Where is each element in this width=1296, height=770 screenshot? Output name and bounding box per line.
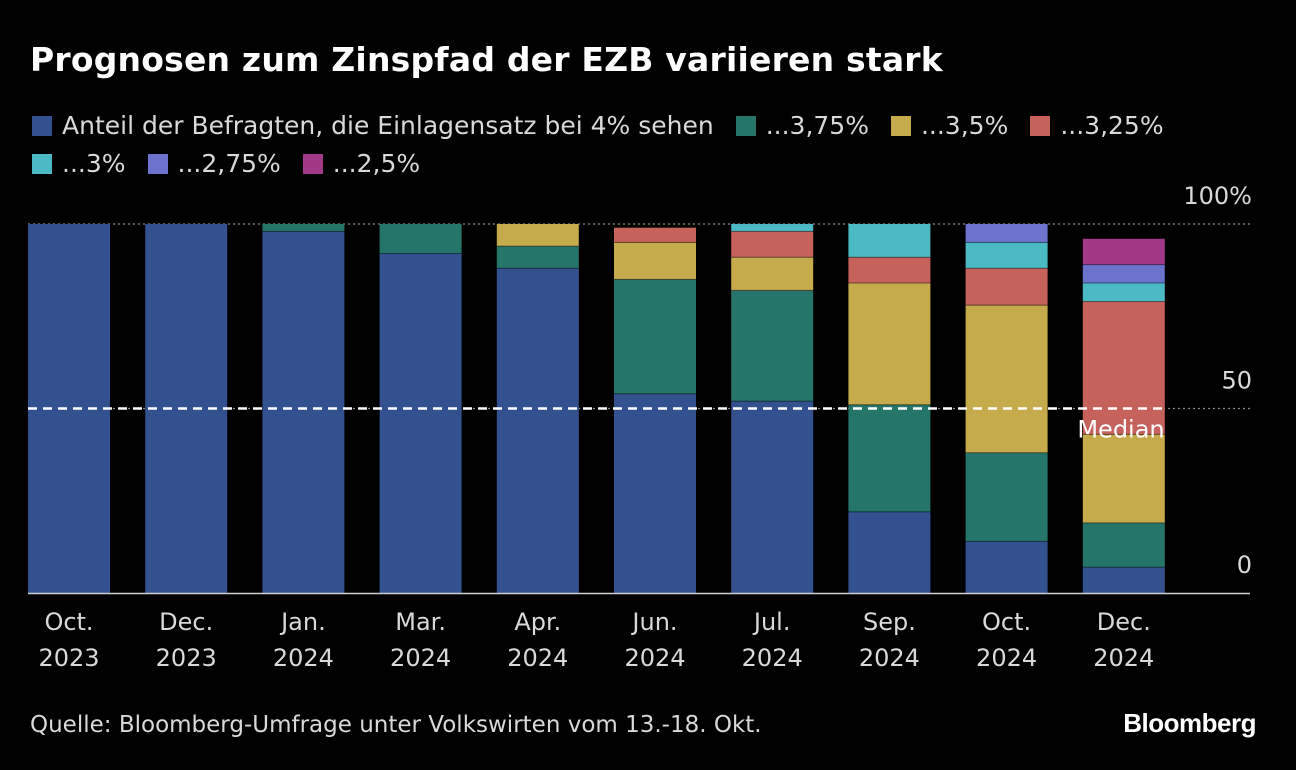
bar-segment: [731, 401, 814, 593]
source-note: Quelle: Bloomberg-Umfrage unter Volkswir…: [30, 712, 762, 738]
x-tick-label: 2024: [624, 644, 685, 672]
x-tick-label: 2024: [1093, 644, 1154, 672]
bar-segment: [965, 268, 1048, 306]
legend-label: ...3,25%: [1060, 111, 1164, 140]
legend-swatch: [32, 154, 52, 174]
bar-segment: [1082, 238, 1165, 265]
bar-segment: [848, 224, 931, 258]
bar-segment: [1082, 522, 1165, 568]
legend-swatch: [890, 116, 911, 136]
legend-label: ...2,75%: [177, 149, 281, 178]
bar-segment: [614, 227, 696, 243]
bar-segment: [965, 541, 1048, 593]
bar-segment: [1082, 567, 1165, 593]
bloomberg-logo: Bloomberg: [1123, 708, 1256, 738]
legend-swatch: [32, 116, 52, 136]
bar-segment: [262, 231, 345, 593]
bar-segment: [614, 279, 696, 394]
y-tick-label: 100%: [1183, 182, 1252, 210]
bar-segment: [614, 242, 696, 280]
bar-segment: [848, 257, 931, 284]
legend-label: ...3,75%: [765, 111, 869, 140]
x-tick-label: Jun.: [630, 608, 677, 636]
bar-segment: [848, 511, 931, 593]
median-label: Median: [1077, 416, 1164, 444]
x-tick-label: Jul.: [752, 608, 791, 636]
legend: Anteil der Befragten, die Einlagensatz b…: [32, 108, 1262, 184]
x-tick-label: 2024: [976, 644, 1037, 672]
legend-label: ...3%: [62, 149, 126, 178]
stacked-bar-chart: Oct. 2023 Dec. 2023 Jan. 2024 Mar. 2024 Apr. 2024…: [28, 182, 1252, 672]
bar-segment: [379, 224, 462, 254]
legend-label: Anteil der Befragten, die Einlagensatz b…: [62, 111, 714, 140]
bar-segment: [496, 224, 579, 247]
x-tick-label: Jan.: [279, 608, 326, 636]
bar-segment: [1082, 301, 1165, 435]
bar-segment: [731, 231, 814, 258]
x-tick-label: 2024: [859, 644, 920, 672]
legend-swatch: [735, 116, 756, 136]
legend-swatch: [302, 154, 323, 174]
legend-label: ...2,5%: [332, 149, 421, 178]
x-tick-label: 2024: [507, 644, 568, 672]
legend-item: Anteil der Befragten, die Einlagensatz b…: [32, 108, 714, 144]
x-tick-label: Mar.: [395, 608, 446, 636]
x-tick-label: Sep.: [863, 608, 916, 636]
chart-title: Prognosen zum Zinspfad der EZB variieren…: [30, 40, 943, 79]
legend-item: ...3%: [32, 146, 126, 182]
x-tick-label: Oct.: [44, 608, 93, 636]
x-tick-label: Dec.: [159, 608, 213, 636]
bar-segment: [965, 305, 1048, 453]
bar-segment: [731, 290, 814, 402]
bar-segment: [848, 404, 931, 512]
y-tick-label: 0: [1237, 551, 1252, 579]
x-tick-label: 2023: [156, 644, 217, 672]
y-tick-label: 50: [1221, 367, 1252, 395]
bar-segment: [496, 246, 579, 269]
bar-segment: [379, 253, 462, 593]
legend-item: ...3,75%: [735, 108, 869, 144]
bar-segment: [731, 257, 814, 291]
bar-segment: [614, 393, 696, 593]
x-tick-label: Apr.: [514, 608, 561, 636]
legend-item: ...2,75%: [147, 146, 281, 182]
bar-segment: [496, 268, 579, 593]
x-tick-label: 2024: [273, 644, 334, 672]
bar-segment: [1082, 434, 1165, 523]
bar-segment: [848, 283, 931, 405]
bar-segment: [965, 242, 1048, 269]
x-tick-label: 2024: [390, 644, 451, 672]
legend-item: ...3,25%: [1030, 108, 1164, 144]
legend-swatch: [1030, 116, 1051, 136]
legend-item: ...2,5%: [302, 146, 421, 182]
bar-segment: [28, 224, 110, 593]
legend-item: ...3,5%: [890, 108, 1009, 144]
bar-segment: [1082, 264, 1165, 284]
legend-swatch: [147, 154, 168, 174]
x-tick-label: Dec.: [1097, 608, 1151, 636]
legend-label: ...3,5%: [920, 111, 1009, 140]
x-tick-label: Oct.: [982, 608, 1031, 636]
x-tick-label: 2024: [742, 644, 803, 672]
bar-segment: [262, 224, 345, 232]
x-tick-label: 2023: [38, 644, 99, 672]
bar-segment: [1082, 283, 1165, 302]
bar-segment: [965, 452, 1048, 542]
bar-segment: [731, 224, 814, 232]
bar-segment: [965, 224, 1048, 243]
